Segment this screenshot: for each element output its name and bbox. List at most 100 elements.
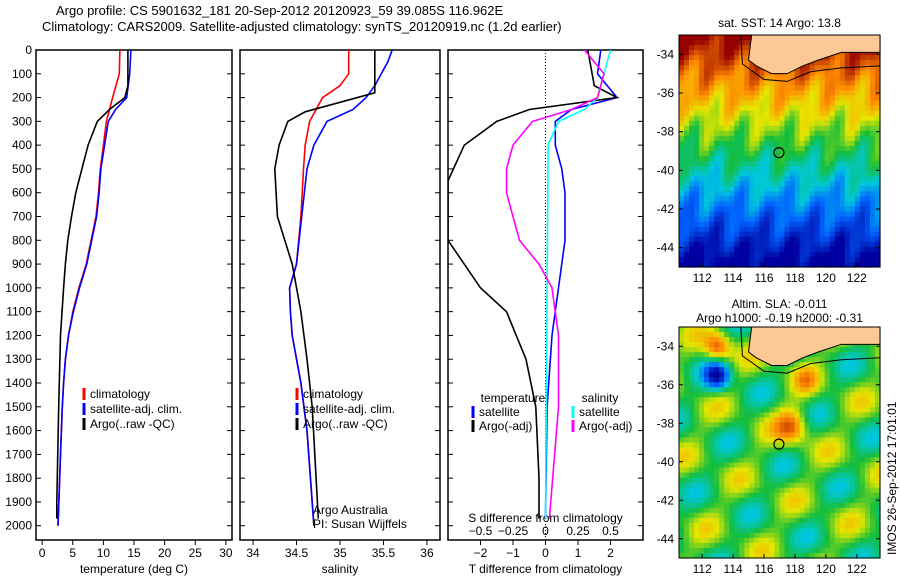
map-cell (839, 472, 846, 479)
map-cell (744, 502, 750, 509)
map-cell (870, 100, 876, 107)
map-cell (724, 246, 730, 253)
map-cell (734, 367, 740, 373)
map-cell (754, 422, 760, 428)
map-cell (704, 80, 710, 86)
map-cell (875, 367, 881, 373)
map-cell (729, 532, 735, 539)
map-cell (844, 246, 851, 253)
map-cell (809, 110, 816, 117)
map-cell (794, 512, 801, 519)
map-cell (739, 181, 745, 187)
map-cell (714, 392, 720, 398)
map-cell (864, 537, 871, 544)
map-cell (764, 522, 770, 529)
map-cell (759, 125, 765, 132)
map-cell (704, 327, 710, 333)
map-cell (875, 347, 881, 353)
map-cell (839, 120, 846, 127)
map-cell (814, 95, 821, 102)
legend-label: satellite (579, 405, 620, 419)
map-cell (689, 392, 695, 398)
map-cell (689, 241, 695, 248)
map-cell (709, 130, 715, 137)
map-cell (734, 437, 740, 444)
map-cell (875, 231, 881, 238)
map-cell (694, 512, 700, 519)
map-cell (734, 412, 740, 418)
map-cell (829, 100, 836, 107)
map-cell (759, 216, 765, 223)
map-cell (864, 211, 871, 218)
map-cell (789, 517, 796, 524)
map-cell (754, 387, 760, 393)
map-cell (784, 115, 791, 122)
map-cell (699, 125, 705, 132)
map-cell (689, 135, 695, 142)
map-cell (819, 537, 826, 544)
map-cell (829, 392, 836, 398)
map-cell (814, 507, 821, 514)
map-cell (744, 372, 750, 378)
map-cell (699, 517, 705, 524)
map-cell (824, 55, 831, 61)
map-title: Altim. SLA: -0.011 (732, 297, 828, 311)
map-cell (724, 472, 730, 479)
map-cell (694, 527, 700, 534)
map-cell (719, 497, 725, 504)
map-cell (744, 211, 750, 218)
map-cell (829, 542, 836, 549)
map-cell (709, 532, 715, 539)
map-cell (724, 191, 730, 197)
map-cell (809, 226, 816, 233)
map-cell (819, 100, 826, 107)
map-cell (689, 352, 695, 358)
map-cell (784, 181, 791, 187)
map-cell (719, 120, 725, 127)
map-cell (814, 467, 821, 474)
map-cell (779, 75, 786, 81)
map-cell (719, 201, 725, 207)
map-cell (839, 427, 846, 433)
map-cell (819, 362, 826, 368)
map-cell (834, 377, 841, 383)
map-cell (714, 135, 720, 142)
map-cell (809, 542, 816, 549)
map-cell (744, 176, 750, 182)
map-cell (809, 497, 816, 504)
map-cell (734, 487, 740, 494)
map-cell (859, 527, 866, 534)
map-cell (834, 75, 841, 81)
map-cell (849, 140, 856, 147)
map-cell (839, 196, 846, 202)
map-cell (824, 65, 831, 71)
map-cell (854, 442, 861, 449)
map-cell (734, 181, 740, 187)
map-cell (849, 181, 856, 187)
map-cell (684, 357, 690, 363)
map-cell (864, 362, 871, 368)
map-cell (875, 191, 881, 197)
map-cell (734, 115, 740, 122)
map-cell (744, 40, 750, 46)
map-cell (789, 171, 796, 177)
map-cell (709, 236, 715, 243)
map-cell (729, 367, 735, 373)
map-cell (769, 100, 776, 107)
map-cell (739, 377, 745, 383)
map-cell (749, 512, 755, 519)
map-cell (829, 517, 836, 524)
map-cell (734, 502, 740, 509)
map-cell (684, 367, 690, 373)
map-cell (769, 417, 776, 423)
map-cell (714, 196, 720, 202)
map-cell (769, 477, 776, 484)
map-cell (759, 432, 765, 439)
map-cell (819, 241, 826, 248)
map-cell (679, 437, 685, 444)
map-cell (769, 85, 776, 91)
map-cell (875, 452, 881, 459)
map-cell (699, 80, 705, 86)
map-cell (829, 372, 836, 378)
map-cell (709, 342, 715, 348)
